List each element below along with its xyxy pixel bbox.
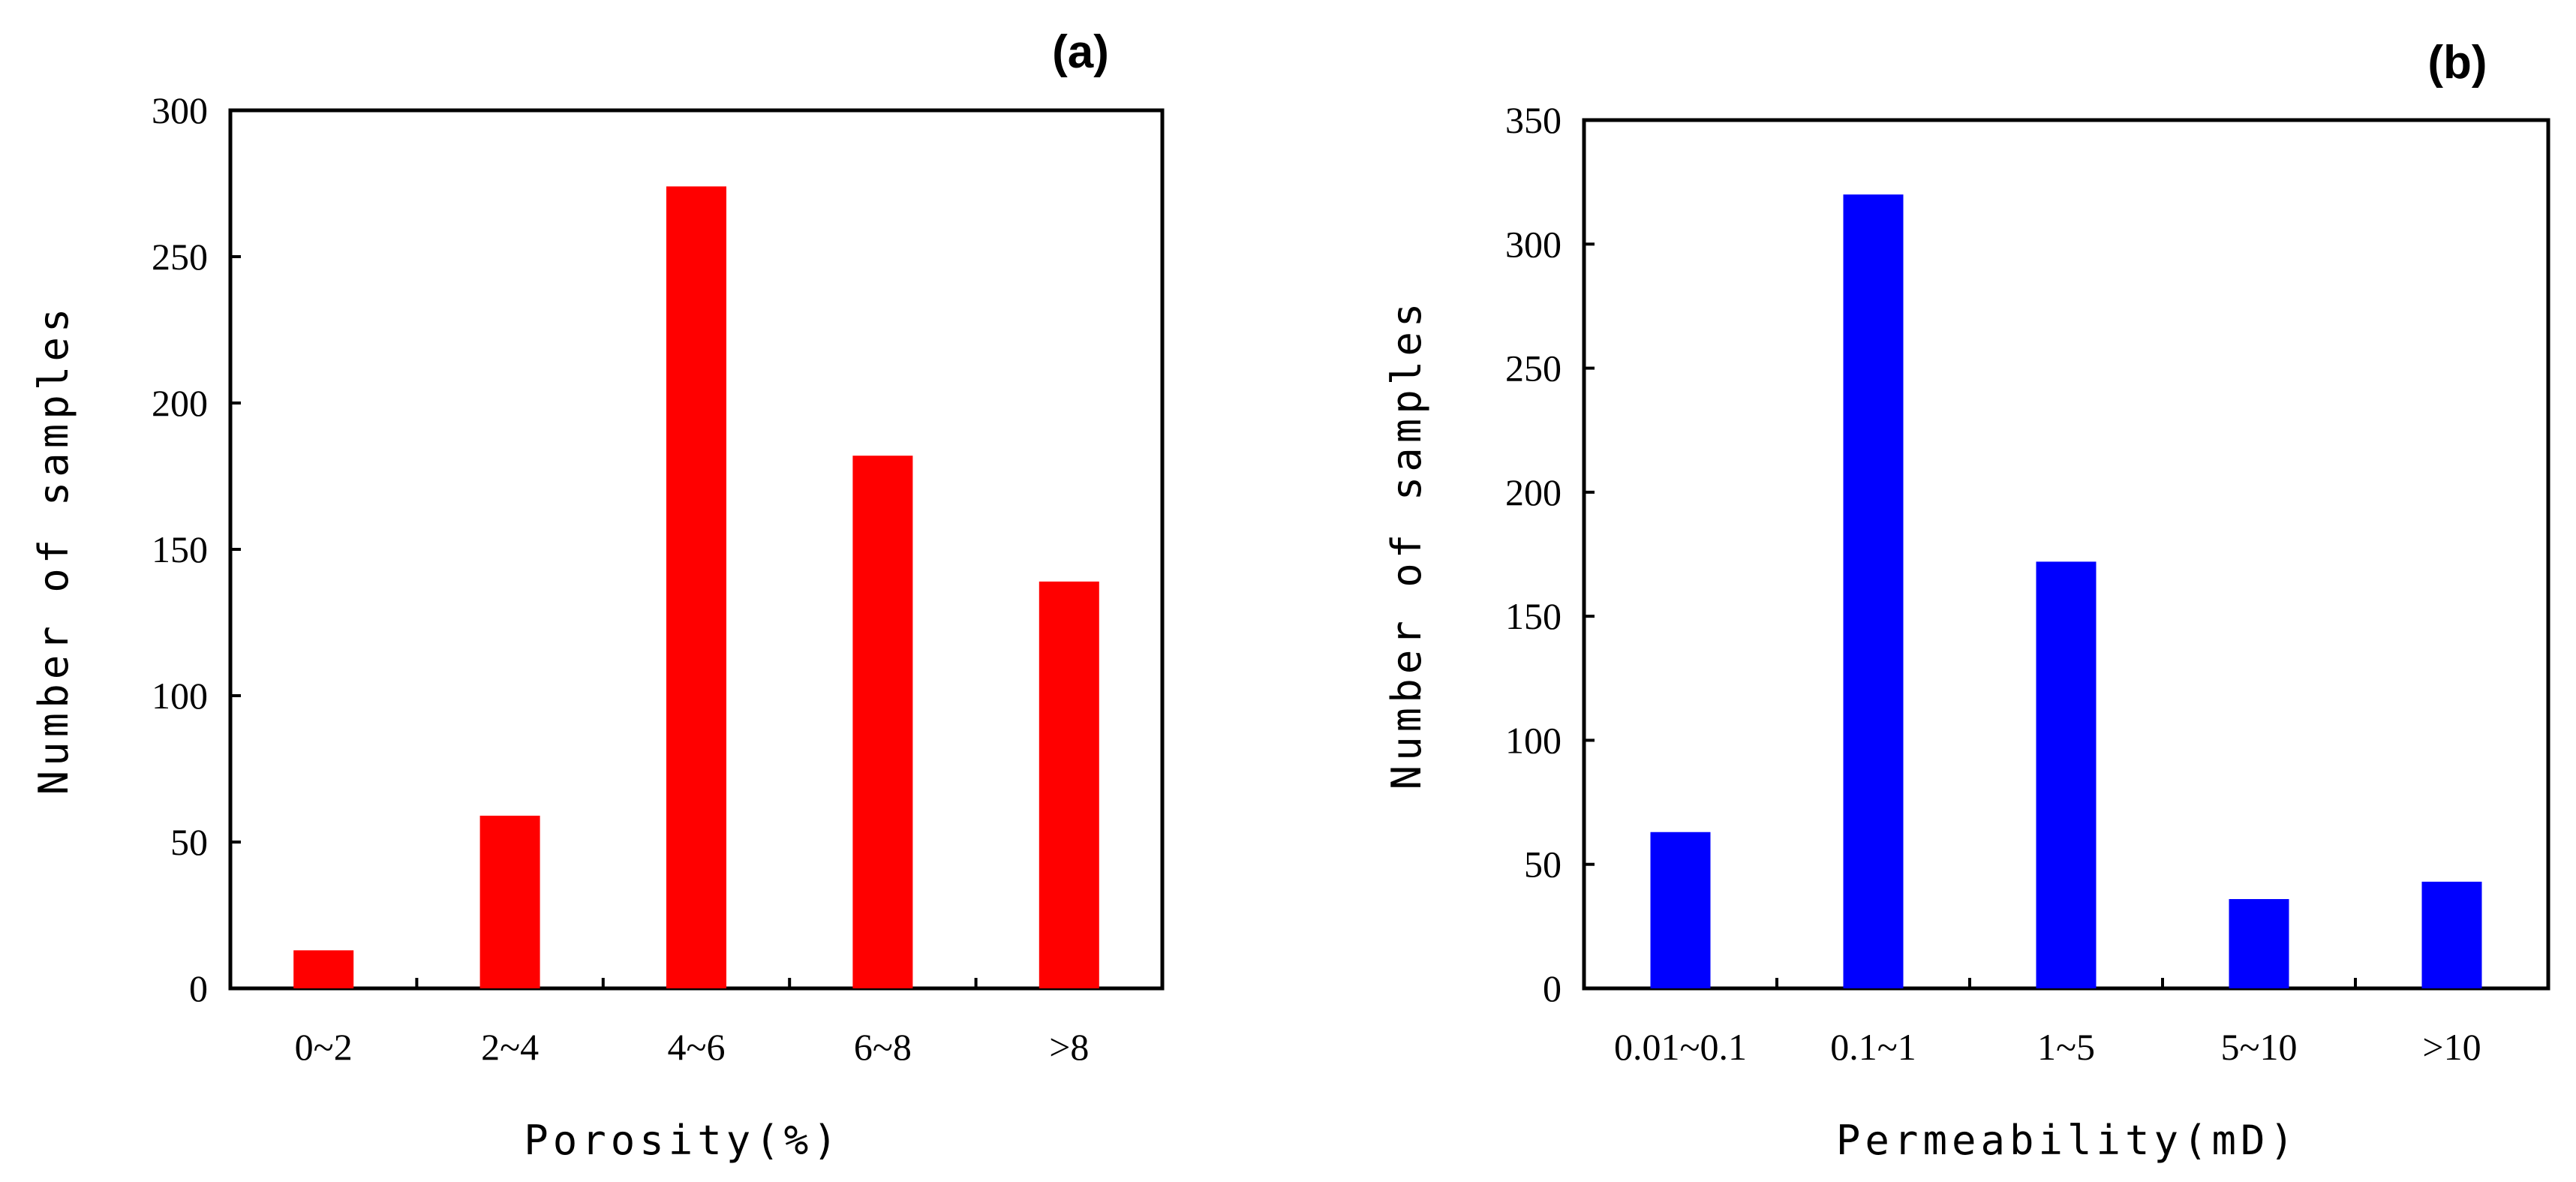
bar-b-2: [2036, 561, 2097, 988]
bar-b-0: [1650, 832, 1711, 988]
y-tick-label-a-1: 50: [170, 821, 208, 863]
bars-b: [1650, 194, 2482, 989]
y-ticks-b: 0 50 100 150 200 250 300 350: [1505, 99, 1595, 1009]
y-tick-label-b-5: 250: [1505, 347, 1562, 389]
bar-b-3: [2229, 898, 2289, 988]
chart-panel-b: 0.01~0.1 0.1~1 1~5 5~10 >10 0 50 100 150 200 250 3…: [1383, 37, 2550, 1164]
bar-a-2: [666, 186, 726, 988]
x-axis-title-a: Porosity(%): [524, 1117, 842, 1164]
panel-label-a: (a): [1052, 26, 1109, 78]
y-tick-label-a-4: 200: [152, 382, 208, 424]
bar-a-1: [479, 815, 540, 988]
y-tick-label-b-3: 150: [1505, 595, 1562, 637]
y-tick-label-b-7: 350: [1505, 99, 1562, 141]
x-tick-label-b-3: 5~10: [2220, 1026, 2297, 1068]
x-ticks-b: 0.01~0.1 0.1~1 1~5 5~10 >10: [1614, 978, 2481, 1068]
y-tick-label-b-1: 50: [1524, 844, 1562, 886]
x-tick-label-b-4: >10: [2422, 1026, 2481, 1068]
bar-a-0: [293, 950, 354, 988]
bars-a: [293, 186, 1099, 988]
chart-panel-a: 0~2 2~4 4~6 6~8 >8 0 50 100 150 200 250 300 (a) Po…: [30, 26, 1165, 1164]
y-tick-label-a-0: 0: [189, 967, 208, 1009]
x-tick-label-b-0: 0.01~0.1: [1614, 1026, 1747, 1068]
x-tick-label-a-4: >8: [1049, 1026, 1089, 1068]
bar-b-4: [2421, 881, 2482, 988]
y-tick-label-a-3: 150: [152, 528, 208, 570]
y-ticks-a: 0 50 100 150 200 250 300: [152, 89, 241, 1009]
y-tick-label-b-4: 200: [1505, 471, 1562, 513]
y-axis-title-a: Number of samples: [30, 304, 77, 796]
x-tick-label-b-1: 0.1~1: [1830, 1026, 1916, 1068]
bar-b-1: [1843, 194, 1904, 989]
x-tick-label-a-3: 6~8: [854, 1026, 912, 1068]
x-axis-title-b: Permeability(mD): [1836, 1117, 2298, 1164]
panel-label-b: (b): [2427, 37, 2487, 89]
y-tick-label-a-5: 250: [152, 236, 208, 278]
bar-a-4: [1039, 581, 1099, 988]
bar-a-3: [852, 456, 913, 988]
y-tick-label-b-6: 300: [1505, 223, 1562, 265]
x-tick-label-b-2: 1~5: [2037, 1026, 2095, 1068]
x-tick-label-a-2: 4~6: [667, 1026, 725, 1068]
y-tick-label-b-0: 0: [1543, 967, 1562, 1009]
x-tick-label-a-0: 0~2: [295, 1026, 353, 1068]
y-axis-title-b: Number of samples: [1383, 299, 1430, 790]
y-tick-label-a-2: 100: [152, 675, 208, 717]
x-ticks-a: 0~2 2~4 4~6 6~8 >8: [295, 978, 1089, 1068]
y-tick-label-b-2: 100: [1505, 719, 1562, 761]
x-tick-label-a-1: 2~4: [481, 1026, 539, 1068]
y-tick-label-a-6: 300: [152, 89, 208, 131]
